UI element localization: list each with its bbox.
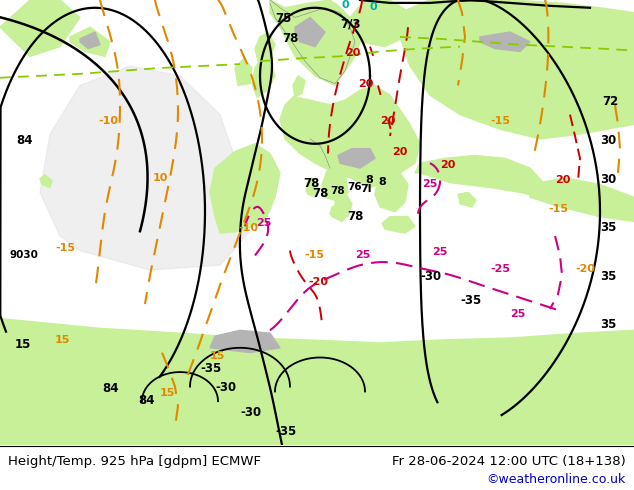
Polygon shape xyxy=(270,0,360,85)
Text: 78: 78 xyxy=(303,177,320,191)
Text: ©weatheronline.co.uk: ©weatheronline.co.uk xyxy=(487,473,626,487)
Text: 25: 25 xyxy=(510,309,526,318)
Text: 20: 20 xyxy=(440,160,455,170)
Text: -35: -35 xyxy=(460,294,481,307)
Text: 25: 25 xyxy=(432,247,448,257)
Polygon shape xyxy=(375,171,408,212)
Polygon shape xyxy=(70,27,110,56)
Polygon shape xyxy=(210,330,280,353)
Polygon shape xyxy=(480,32,530,51)
Text: 9030: 9030 xyxy=(10,250,39,260)
Text: 20: 20 xyxy=(555,174,571,185)
Polygon shape xyxy=(40,66,250,270)
Text: 7l: 7l xyxy=(360,184,372,195)
Text: 75: 75 xyxy=(275,12,292,25)
Text: -20: -20 xyxy=(575,264,595,274)
Text: -35: -35 xyxy=(275,425,296,438)
Text: -35: -35 xyxy=(200,362,221,375)
Polygon shape xyxy=(382,217,415,233)
Text: 78: 78 xyxy=(282,32,299,45)
Polygon shape xyxy=(306,178,318,197)
Text: -30: -30 xyxy=(215,382,236,394)
Text: 76: 76 xyxy=(347,182,361,193)
Text: 30: 30 xyxy=(600,134,616,147)
Text: -15: -15 xyxy=(304,250,324,260)
Text: 25: 25 xyxy=(256,219,271,228)
Polygon shape xyxy=(0,318,634,445)
Polygon shape xyxy=(80,32,100,49)
Text: 15: 15 xyxy=(55,335,70,345)
Polygon shape xyxy=(415,155,545,197)
Text: -25: -25 xyxy=(490,264,510,274)
Polygon shape xyxy=(235,58,252,85)
Polygon shape xyxy=(458,193,476,207)
Text: 72: 72 xyxy=(602,95,618,108)
Text: 78: 78 xyxy=(312,187,328,200)
Text: 84: 84 xyxy=(16,134,32,147)
Text: 8: 8 xyxy=(365,174,373,185)
Polygon shape xyxy=(322,158,348,202)
Polygon shape xyxy=(210,144,280,233)
Text: 0: 0 xyxy=(342,0,349,10)
Polygon shape xyxy=(252,56,275,97)
Text: 15: 15 xyxy=(210,351,225,362)
Text: 84: 84 xyxy=(102,383,119,395)
Text: 78: 78 xyxy=(347,210,363,222)
Text: -15: -15 xyxy=(490,116,510,126)
Polygon shape xyxy=(330,204,348,221)
Polygon shape xyxy=(400,0,634,139)
Polygon shape xyxy=(335,193,352,217)
Polygon shape xyxy=(348,0,410,47)
Text: -30: -30 xyxy=(240,406,261,419)
Text: 78: 78 xyxy=(330,186,345,196)
Text: Height/Temp. 925 hPa [gdpm] ECMWF: Height/Temp. 925 hPa [gdpm] ECMWF xyxy=(8,455,261,468)
Text: 30: 30 xyxy=(600,172,616,186)
Text: 8: 8 xyxy=(378,176,385,187)
Text: 25: 25 xyxy=(355,250,370,260)
Polygon shape xyxy=(312,3,355,71)
Text: -15: -15 xyxy=(548,204,568,214)
Text: 15: 15 xyxy=(160,389,176,398)
Text: -15: -15 xyxy=(55,243,75,253)
Text: 0: 0 xyxy=(370,1,378,12)
Text: 35: 35 xyxy=(600,270,616,283)
Text: 20: 20 xyxy=(380,116,396,126)
Text: 20: 20 xyxy=(358,79,373,90)
Text: -20: -20 xyxy=(308,277,328,287)
Text: -30: -30 xyxy=(420,270,441,283)
Text: 7/3: 7/3 xyxy=(340,17,361,30)
Text: 10: 10 xyxy=(153,172,169,183)
Polygon shape xyxy=(255,32,275,61)
Polygon shape xyxy=(0,0,80,56)
Polygon shape xyxy=(280,85,420,188)
Text: 20: 20 xyxy=(345,49,360,58)
Text: 20: 20 xyxy=(392,147,408,157)
Text: 35: 35 xyxy=(600,221,616,234)
Text: -10: -10 xyxy=(98,116,118,126)
Polygon shape xyxy=(530,178,634,221)
Text: 84: 84 xyxy=(138,394,155,407)
Text: 35: 35 xyxy=(600,318,616,331)
Polygon shape xyxy=(338,148,375,168)
Polygon shape xyxy=(40,175,52,188)
Text: 15: 15 xyxy=(15,338,31,351)
Text: -10: -10 xyxy=(238,223,258,233)
Polygon shape xyxy=(295,18,325,47)
Text: Fr 28-06-2024 12:00 UTC (18+138): Fr 28-06-2024 12:00 UTC (18+138) xyxy=(392,455,626,468)
Text: 25: 25 xyxy=(422,179,437,190)
Polygon shape xyxy=(293,76,305,97)
